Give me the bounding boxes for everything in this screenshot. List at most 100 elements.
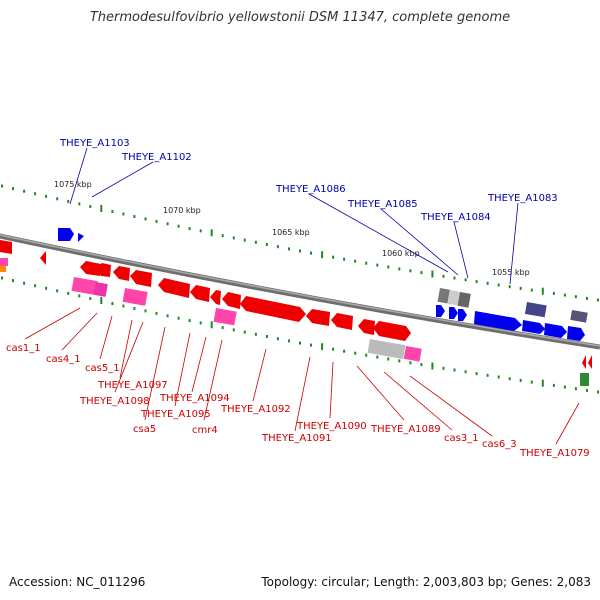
gene-theye-a1091[interactable]	[306, 309, 330, 326]
label-cas5-1[interactable]: cas5_1	[85, 363, 120, 374]
label-cmr4[interactable]: cmr4	[192, 425, 218, 436]
leader-theye-a1086	[308, 193, 449, 273]
genome-title: Thermodesulfovibrio yellowstonii DSM 113…	[89, 10, 511, 25]
gene-theye-a1103[interactable]	[58, 228, 74, 241]
leader-lines	[24, 147, 580, 445]
genome-backbone-highlight	[0, 234, 600, 347]
outer-tick-mark	[144, 217, 147, 221]
outer-tick-mark	[288, 247, 290, 251]
outer-tick-mark	[508, 285, 511, 289]
gene-grey-1[interactable]	[367, 339, 406, 360]
gene-theye-a1085[interactable]	[449, 307, 458, 319]
outer-tick-mark	[376, 263, 379, 267]
gene-forward-9[interactable]	[567, 326, 585, 341]
outer-tick-mark	[597, 298, 599, 302]
gene-theye-a1097[interactable]	[130, 270, 152, 287]
label-theye-a1102[interactable]: THEYE_A1102	[121, 152, 192, 163]
label-theye-a1097[interactable]: THEYE_A1097	[97, 380, 168, 391]
label-theye-a1084[interactable]: THEYE_A1084	[420, 212, 491, 223]
gene-theye-a1095[interactable]	[158, 278, 190, 298]
label-theye-a1094[interactable]: THEYE_A1094	[159, 393, 230, 404]
gene-cas6-3[interactable]	[403, 345, 422, 362]
gene-green-1[interactable]	[580, 373, 589, 386]
gene-theye-a1079[interactable]	[582, 355, 586, 369]
gene-theye-a1083[interactable]	[474, 311, 522, 331]
inner-tick-mark	[574, 387, 577, 391]
gene-purple-1[interactable]	[524, 301, 547, 318]
inner-tick-mark	[56, 289, 59, 293]
label-theye-a1085[interactable]: THEYE_A1085	[347, 199, 418, 210]
inner-tick-ring	[1, 276, 599, 394]
outer-tick-mark	[199, 229, 202, 233]
label-cas4-1[interactable]: cas4_1	[46, 354, 81, 365]
gene-forward-7[interactable]	[522, 320, 545, 334]
inner-tick-mark	[111, 302, 114, 305]
label-theye-a1083[interactable]: THEYE_A1083	[487, 193, 558, 204]
inner-tick-mark	[321, 343, 324, 351]
label-cas1-1[interactable]: cas1_1	[6, 343, 41, 354]
inner-tick-mark	[409, 361, 412, 365]
gene-left-edge-1[interactable]	[0, 240, 12, 254]
label-theye-a1103[interactable]: THEYE_A1103	[59, 138, 130, 149]
gene-theye-a1098[interactable]	[122, 288, 148, 306]
label-cas6-3[interactable]: cas6_3	[482, 439, 517, 450]
gene-theye-a1092[interactable]	[240, 296, 306, 322]
forward-genes	[58, 228, 585, 341]
inner-tick-mark	[12, 279, 14, 283]
gene-left-edge-3[interactable]	[0, 266, 6, 272]
inner-tick-mark	[155, 311, 158, 315]
inner-tick-mark	[332, 347, 335, 351]
label-theye-a1090[interactable]: THEYE_A1090	[296, 421, 367, 432]
outer-tick-mark	[431, 270, 434, 278]
label-theye-a1079[interactable]: THEYE_A1079	[519, 448, 590, 459]
gene-grey-4[interactable]	[457, 292, 471, 308]
leader-theye-a1095	[174, 332, 191, 407]
gene-grey-2[interactable]	[437, 287, 450, 304]
label-theye-a1098[interactable]: THEYE_A1098	[79, 396, 150, 407]
leader-theye-a1079	[555, 402, 580, 445]
gene-theye-a1090[interactable]	[331, 313, 353, 330]
outer-tick-mark	[365, 261, 368, 265]
label-theye-a1089[interactable]: THEYE_A1089	[370, 424, 441, 435]
gene-pink-1[interactable]	[71, 277, 98, 295]
outer-tick-mark	[486, 281, 489, 285]
leader-cas1-1	[24, 307, 81, 340]
gene-theye-a1084[interactable]	[458, 309, 467, 321]
inner-tick-mark	[67, 291, 70, 295]
gene-cas3-1[interactable]	[373, 321, 411, 341]
gene-cmr4[interactable]	[210, 290, 221, 305]
gene-csa5[interactable]	[213, 307, 237, 326]
inner-tick-mark	[586, 388, 588, 392]
outer-tick-mark	[354, 259, 357, 263]
gene-theye-a1086[interactable]	[436, 305, 445, 317]
outer-tick-mark	[464, 278, 467, 282]
gene-cas5-1[interactable]	[113, 266, 130, 281]
gene-cas1-1[interactable]	[80, 261, 101, 276]
forward-labels: THEYE_A1103 THEYE_A1102 THEYE_A1086 THEY…	[59, 138, 558, 223]
label-csa5[interactable]: csa5	[133, 424, 156, 435]
outer-tick-mark	[232, 236, 235, 240]
gene-grey-3[interactable]	[447, 289, 460, 306]
gene-theye-a1093[interactable]	[222, 292, 241, 309]
outer-tick-mark	[442, 274, 445, 278]
label-theye-a1092[interactable]: THEYE_A1092	[220, 404, 291, 415]
gene-purple-2[interactable]	[570, 309, 588, 323]
gene-cas4-1[interactable]	[96, 263, 111, 277]
gene-left-edge-2[interactable]	[0, 258, 8, 266]
label-theye-a1095[interactable]: THEYE_A1095	[140, 409, 211, 420]
gene-theye-a1089[interactable]	[358, 319, 375, 335]
label-theye-a1091[interactable]: THEYE_A1091	[261, 433, 332, 444]
label-theye-a1086[interactable]: THEYE_A1086	[275, 184, 346, 195]
gene-theye-a1102[interactable]	[78, 233, 84, 242]
inner-tick-mark	[34, 284, 37, 288]
leader-theye-a1090	[329, 361, 334, 419]
gene-theye-a1094[interactable]	[190, 285, 210, 302]
gene-pink-2[interactable]	[93, 282, 108, 297]
label-cas3-1[interactable]: cas3_1	[444, 433, 479, 444]
gene-theye-a1080[interactable]	[588, 355, 592, 369]
inner-tick-mark	[288, 339, 290, 343]
outer-tick-mark	[343, 257, 346, 261]
gene-reverse-small-1[interactable]	[40, 251, 46, 265]
gene-forward-8[interactable]	[544, 323, 567, 338]
leader-theye-a1084	[453, 221, 469, 279]
